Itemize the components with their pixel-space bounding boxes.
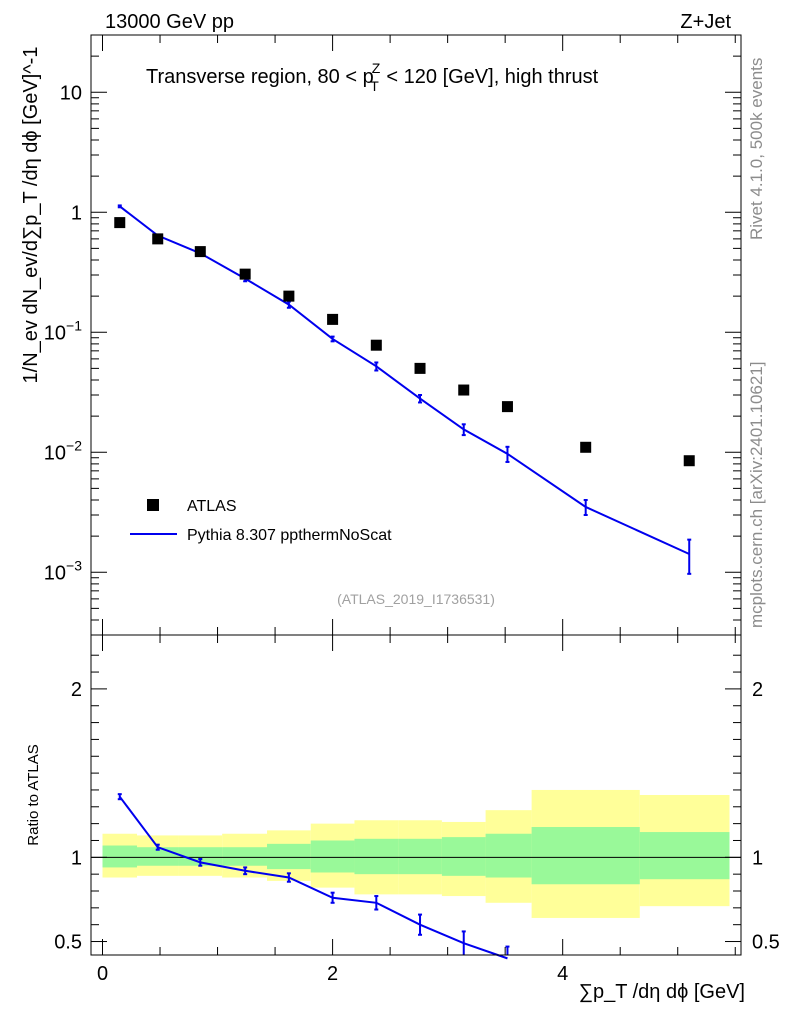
atlas-data-point	[152, 233, 164, 245]
analysis-id: (ATLAS_2019_I1736531)	[337, 591, 495, 607]
plot-title: Transverse region, 80 < pZ T < 120 [GeV],…	[146, 60, 599, 94]
atlas-data-point	[414, 362, 426, 374]
uncertainty-band-inner	[441, 837, 486, 876]
atlas-data-point	[370, 339, 382, 351]
ratio-plot-content	[91, 789, 741, 960]
energy-label: 13000 GeV pp	[105, 11, 234, 33]
atlas-data-point	[458, 384, 470, 396]
atlas-data-point	[501, 401, 513, 413]
atlas-data-point	[580, 441, 592, 453]
x-axis-label: ∑p_T /dη dϕ [GeV]	[579, 981, 745, 1003]
ratio-axes: 0.5 0.5 1 1 2 2 0 2 4	[54, 635, 780, 985]
main-y-tick-label: 10−1	[44, 317, 82, 344]
ratio-y-tick-label: 2	[71, 679, 82, 701]
ratio-panel: 0.5 0.5 1 1 2 2 0 2 4 Ratio to ATLAS	[25, 634, 780, 985]
legend-data-label: ATLAS	[187, 498, 237, 515]
ratio-frame	[90, 634, 742, 956]
atlas-data-point	[239, 268, 251, 280]
process-label: Z+Jet	[680, 11, 731, 33]
x-tick-label: 0	[97, 963, 108, 985]
atlas-data-point	[194, 246, 206, 258]
ratio-mc-line	[118, 796, 508, 960]
uncertainty-band-inner	[178, 847, 223, 866]
ratio-y-tick-label-right: 0.5	[752, 932, 780, 954]
main-axes: 10−3 10−2 10−1 1 10	[44, 34, 741, 636]
uncertainty-band-inner	[102, 845, 138, 868]
legend-data-marker	[147, 499, 159, 511]
uncertainty-band-inner	[485, 833, 532, 878]
legend: ATLAS Pythia 8.307 ppthermNoScat	[130, 498, 392, 544]
atlas-data-point	[683, 455, 695, 467]
atlas-data-point	[327, 313, 339, 325]
uncertainty-band-inner	[222, 847, 268, 866]
mc-series-line	[119, 205, 690, 555]
atlas-data-point	[114, 217, 126, 229]
uncertainty-band-inner	[398, 838, 442, 875]
main-y-tick-label: 1	[71, 202, 82, 224]
main-y-tick-label: 10−2	[44, 437, 82, 464]
uncertainty-band-inner	[531, 827, 640, 885]
main-y-axis-label: 1/N_ev dN_ev/d∑p_T /dη dϕ [GeV]^-1	[20, 47, 42, 384]
legend-mc-label: Pythia 8.307 ppthermNoScat	[187, 527, 392, 544]
ratio-y-tick-label: 0.5	[54, 932, 82, 954]
x-tick-label: 2	[327, 963, 338, 985]
main-panel: 10−3 10−2 10−1 1 10 Transverse region, 80 < …	[20, 34, 742, 636]
atlas-data-point	[283, 290, 295, 302]
uncertainty-band-inner	[354, 838, 399, 875]
uncertainty-band-inner	[267, 843, 311, 870]
uncertainty-band-inner	[310, 840, 355, 873]
main-frame	[90, 34, 742, 636]
ratio-y-tick-label-right: 1	[752, 847, 763, 869]
ratio-y-axis-label: Ratio to ATLAS	[25, 744, 42, 845]
ratio-y-tick-label-right: 2	[752, 679, 763, 701]
rivet-version-label: Rivet 4.1.0, 500k events	[747, 58, 766, 240]
uncertainty-band-inner	[639, 832, 730, 880]
main-plot-content	[114, 204, 695, 575]
ratio-y-tick-label: 1	[71, 847, 82, 869]
x-tick-label: 4	[557, 963, 568, 985]
mcplots-reference-label: mcplots.cern.ch [arXiv:2401.10621]	[747, 362, 766, 628]
main-y-tick-label: 10−3	[44, 557, 82, 584]
main-y-tick-label: 10	[60, 82, 82, 104]
